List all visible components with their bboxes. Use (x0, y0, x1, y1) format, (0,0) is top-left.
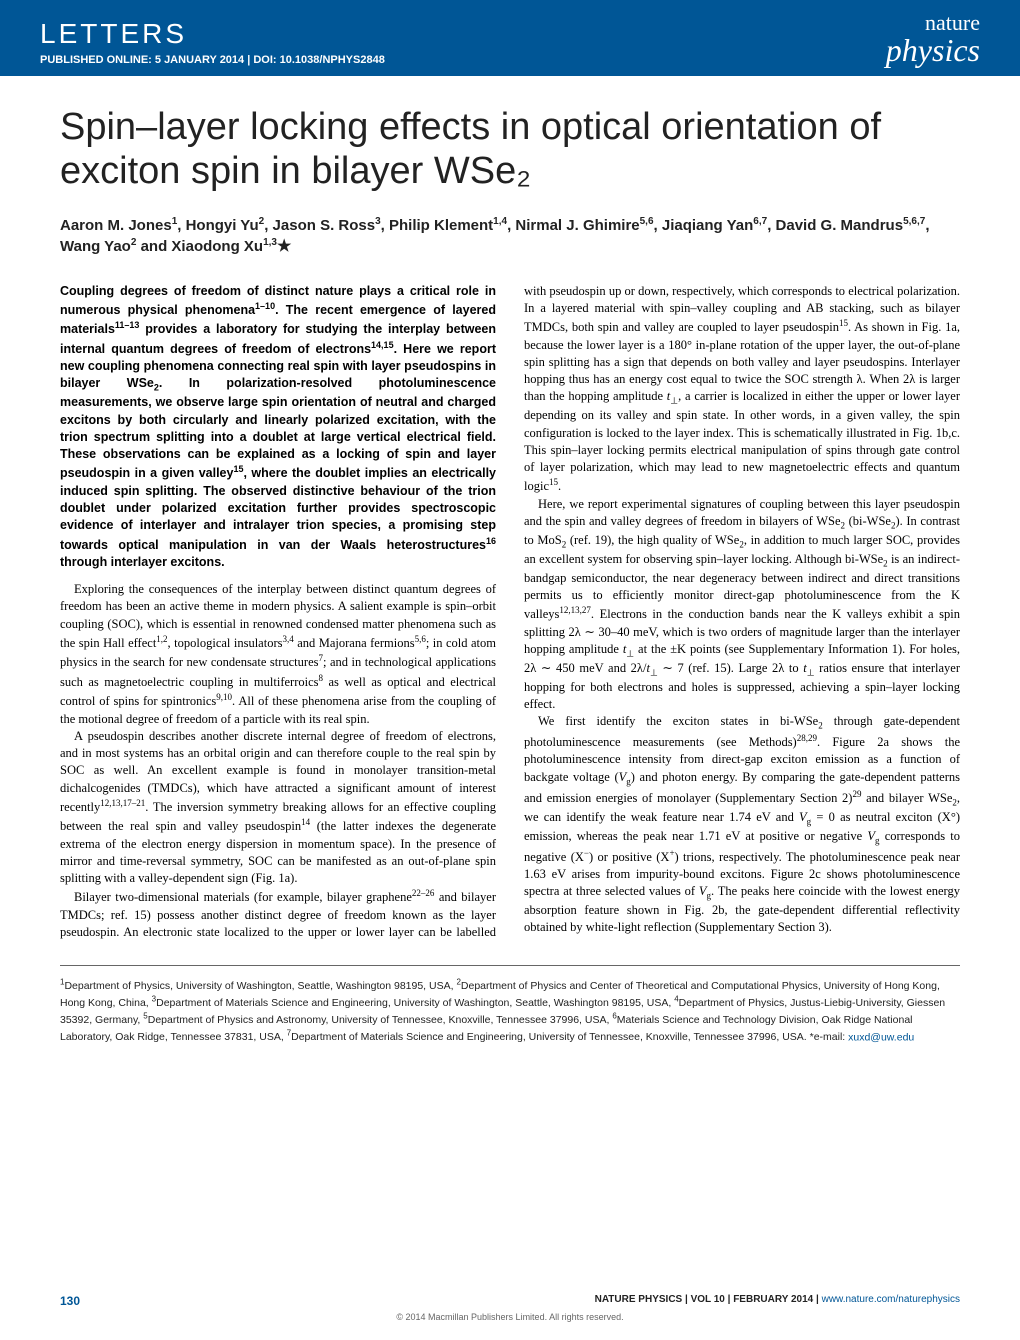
article-content: Spin–layer locking effects in optical or… (0, 76, 1020, 941)
footer-citation: NATURE PHYSICS | VOL 10 | FEBRUARY 2014 … (595, 1294, 960, 1308)
body-columns: Coupling degrees of freedom of distinct … (60, 283, 960, 942)
body-paragraph: Exploring the consequences of the interp… (60, 581, 496, 728)
footer-url[interactable]: www.nature.com/naturephysics (822, 1294, 960, 1305)
footer-journal-ref: NATURE PHYSICS | VOL 10 | FEBRUARY 2014 … (595, 1294, 822, 1305)
body-paragraph: We first identify the exciton states in … (524, 713, 960, 936)
section-label: LETTERS (40, 18, 385, 50)
publication-line: PUBLISHED ONLINE: 5 JANUARY 2014 | DOI: … (40, 54, 385, 66)
header-left: LETTERS PUBLISHED ONLINE: 5 JANUARY 2014… (40, 18, 385, 66)
footer-top: 130 NATURE PHYSICS | VOL 10 | FEBRUARY 2… (60, 1294, 960, 1308)
page-number: 130 (60, 1294, 80, 1308)
journal-name-bottom: physics (886, 34, 980, 66)
body-paragraph: A pseudospin describes another discrete … (60, 728, 496, 888)
affiliations: 1Department of Physics, University of Wa… (60, 965, 960, 1045)
journal-name-top: nature (886, 12, 980, 34)
body-paragraph: Here, we report experimental signatures … (524, 496, 960, 713)
journal-logo: nature physics (886, 12, 980, 66)
abstract: Coupling degrees of freedom of distinct … (60, 283, 496, 571)
author-list: Aaron M. Jones1, Hongyi Yu2, Jason S. Ro… (60, 215, 960, 258)
journal-header: LETTERS PUBLISHED ONLINE: 5 JANUARY 2014… (0, 0, 1020, 76)
email-link[interactable]: xuxd@uw.edu (848, 1031, 914, 1043)
copyright: © 2014 Macmillan Publishers Limited. All… (60, 1312, 960, 1322)
affiliations-text: 1Department of Physics, University of Wa… (60, 980, 945, 1044)
article-title: Spin–layer locking effects in optical or… (60, 106, 960, 193)
page-footer: 130 NATURE PHYSICS | VOL 10 | FEBRUARY 2… (60, 1294, 960, 1322)
